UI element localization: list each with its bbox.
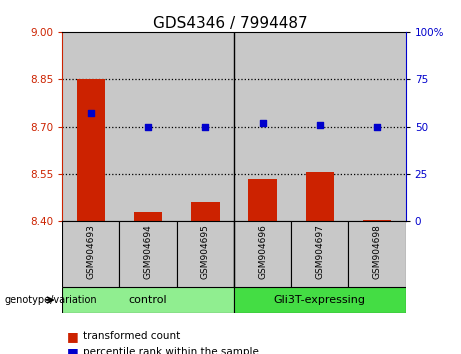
Text: GSM904693: GSM904693 [86, 224, 95, 279]
Point [201, 124, 209, 130]
Bar [134, 212, 162, 221]
Text: ■: ■ [67, 330, 78, 343]
Bar [177, 32, 234, 221]
Text: ■: ■ [67, 346, 78, 354]
Bar [77, 79, 105, 221]
Bar [191, 202, 219, 221]
Point [87, 110, 95, 116]
Text: GDS4346 / 7994487: GDS4346 / 7994487 [153, 16, 308, 30]
Text: genotype/variation: genotype/variation [5, 295, 97, 305]
Bar [234, 221, 291, 287]
Text: control: control [129, 295, 167, 305]
Bar [291, 32, 349, 221]
Bar [119, 221, 177, 287]
Bar [349, 32, 406, 221]
Point [259, 120, 266, 126]
Text: GSM904696: GSM904696 [258, 224, 267, 279]
Bar [291, 221, 349, 287]
Text: GSM904695: GSM904695 [201, 224, 210, 279]
Bar [349, 221, 406, 287]
Bar [62, 287, 234, 313]
Bar [363, 220, 391, 221]
Bar [234, 287, 406, 313]
Bar [234, 32, 291, 221]
Text: percentile rank within the sample: percentile rank within the sample [83, 347, 259, 354]
Point [144, 124, 152, 130]
Text: GSM904697: GSM904697 [315, 224, 325, 279]
Text: GSM904698: GSM904698 [372, 224, 382, 279]
Bar [119, 32, 177, 221]
Text: Gli3T-expressing: Gli3T-expressing [274, 295, 366, 305]
Point [373, 124, 381, 130]
Text: transformed count: transformed count [83, 331, 180, 341]
Bar [62, 32, 119, 221]
Bar [306, 172, 334, 221]
Bar [177, 221, 234, 287]
Bar [62, 221, 119, 287]
Point [316, 122, 324, 127]
Bar [248, 179, 277, 221]
Text: GSM904694: GSM904694 [143, 224, 153, 279]
